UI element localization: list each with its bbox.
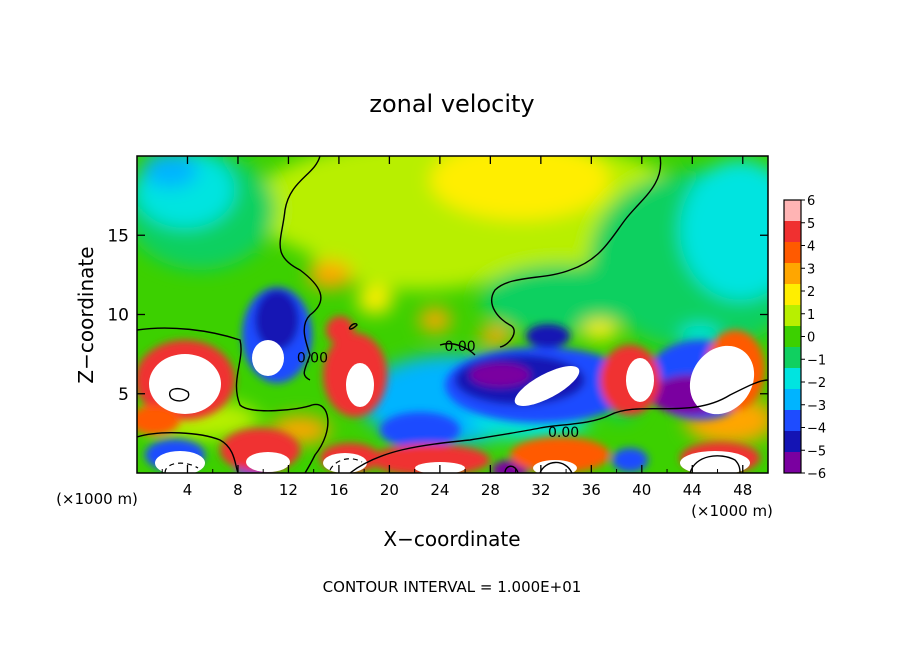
colorbar-swatch: [784, 389, 801, 411]
colorbar-tick-label: −3: [807, 399, 826, 414]
colorbar-swatch: [784, 368, 801, 390]
colorbar-tick-label: 6: [807, 194, 815, 209]
x-unit-left: (×1000 m): [56, 490, 138, 508]
colorbar-swatch: [784, 200, 801, 222]
colorbar-tick-label: 2: [807, 285, 815, 300]
colorbar-tick-label: −2: [807, 376, 826, 391]
colorbar-swatch: [784, 263, 801, 285]
colorbar-tick-label: −4: [807, 422, 826, 437]
colorbar-swatch: [784, 347, 801, 369]
heatmap-field: [137, 156, 768, 473]
contour-label: 0.00: [444, 339, 475, 355]
x-tick-label: 28: [481, 481, 500, 499]
colorbar: 6 5 4 3 2 1 0 −1 −2 −3 −4 −5 −6: [783, 194, 826, 482]
colorbar-tick-label: 3: [807, 262, 815, 277]
colorbar-tick-label: 5: [807, 217, 815, 232]
x-tick-label: 36: [582, 481, 601, 499]
colorbar-tick-label: −6: [807, 467, 826, 482]
chart-title: zonal velocity: [369, 90, 534, 118]
x-tick-label: 20: [380, 481, 399, 499]
x-axis-label: X−coordinate: [383, 527, 520, 551]
colorbar-swatch: [784, 452, 801, 474]
y-axis-ticks: 5 10 15: [107, 226, 768, 405]
colorbar-swatch: [784, 284, 801, 306]
colorbar-tick-label: 1: [807, 308, 815, 323]
colorbar-tick-label: −1: [807, 353, 826, 368]
colorbar-swatch: [784, 221, 801, 243]
colorbar-swatch: [784, 305, 801, 327]
colorbar-tick-label: 0: [807, 331, 815, 346]
colorbar-swatch: [784, 410, 801, 432]
x-axis-ticks: 4 8 12 16 20 24 28 32 36 40 44 48: [161, 156, 752, 499]
y-tick-label: 15: [107, 226, 129, 246]
x-tick-label: 44: [683, 481, 702, 499]
colorbar-swatch: [784, 242, 801, 264]
x-tick-label: 24: [430, 481, 449, 499]
y-tick-label: 10: [107, 306, 129, 326]
x-tick-label: 12: [279, 481, 298, 499]
y-axis-label: Z−coordinate: [74, 246, 98, 383]
x-tick-label: 40: [632, 481, 651, 499]
colorbar-tick-label: −5: [807, 444, 826, 459]
contour-labels: 0.00 0.00 0.00: [297, 339, 579, 441]
colorbar-swatch: [784, 431, 801, 453]
x-tick-label: 4: [183, 481, 193, 499]
y-tick-label: 5: [118, 385, 129, 405]
x-unit-right: (×1000 m): [691, 502, 773, 520]
x-tick-label: 32: [531, 481, 550, 499]
colorbar-swatch: [784, 326, 801, 348]
x-tick-label: 16: [329, 481, 348, 499]
x-tick-label: 48: [733, 481, 752, 499]
colorbar-tick-label: 4: [807, 240, 815, 255]
x-tick-label: 8: [233, 481, 243, 499]
contour-label: 0.00: [548, 425, 579, 441]
contour-interval-note: CONTOUR INTERVAL = 1.000E+01: [323, 578, 582, 596]
contour-label: 0.00: [297, 350, 328, 366]
